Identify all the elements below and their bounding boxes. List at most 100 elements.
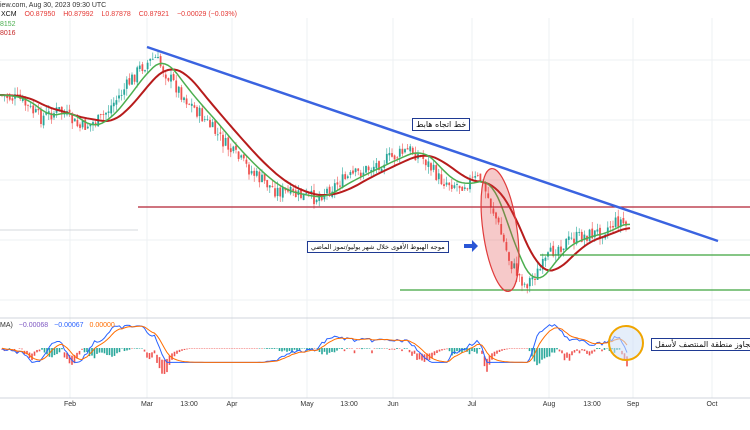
oscillator-bar <box>56 348 58 355</box>
candle-body <box>253 170 256 176</box>
oscillator-bar <box>503 348 506 350</box>
oscillator-bar <box>373 348 376 349</box>
wave-arrow-icon <box>464 240 478 252</box>
candle-body <box>380 168 383 172</box>
candle-body <box>562 248 565 251</box>
oscillator-bar <box>73 354 76 364</box>
candle-body <box>120 94 123 96</box>
oscillator-bar <box>526 348 528 349</box>
candle-body <box>612 226 614 228</box>
candle-body <box>86 126 89 129</box>
oscillator-bar <box>103 348 106 354</box>
oscillator-bar <box>498 349 501 352</box>
candle-body <box>549 247 552 252</box>
oscillator-bar <box>593 349 596 352</box>
candle-body <box>474 176 477 178</box>
oscillator-bar <box>221 348 223 349</box>
oscillator-bar <box>266 348 268 349</box>
candle-body <box>185 98 188 105</box>
oscillator-bar <box>223 348 226 349</box>
x-label-aug: Aug <box>542 401 556 408</box>
oscillator-bar <box>203 348 206 349</box>
oscillator-bar <box>383 348 386 349</box>
oscillator-bar <box>111 348 113 357</box>
oscillator-bar <box>586 350 588 354</box>
oscillator-bar <box>128 348 131 350</box>
oscillator-bar <box>156 354 158 363</box>
oscillator-bar <box>501 349 503 351</box>
candle-body <box>219 132 222 134</box>
candle-body <box>110 105 113 114</box>
oscillator-bar <box>78 350 81 355</box>
candle-body <box>489 198 492 208</box>
candle-body <box>583 234 586 240</box>
candle-body <box>47 111 50 114</box>
candle-body <box>328 186 331 195</box>
oscillator-bar <box>451 348 453 356</box>
oscillator-bar <box>151 352 153 358</box>
oscillator-bar <box>568 353 571 361</box>
candle-body <box>367 166 370 171</box>
candle-body <box>411 147 414 155</box>
indicator-value-2: −0.00067 <box>54 322 84 329</box>
candle-body <box>190 103 193 106</box>
oscillator-bar <box>546 348 548 358</box>
candle-body <box>136 67 139 83</box>
candle-body <box>424 159 427 166</box>
oscillator-bar <box>18 348 21 349</box>
x-label-may: May <box>300 401 314 408</box>
oscillator-bar <box>83 348 86 353</box>
candle-body <box>565 238 568 250</box>
candle-body <box>617 216 620 227</box>
candle-body <box>172 74 175 81</box>
oscillator-bar <box>33 351 36 356</box>
oscillator-bar <box>521 348 523 349</box>
candle-body <box>435 165 438 181</box>
oscillator-bar <box>248 348 251 349</box>
oscillator-bar <box>553 348 556 353</box>
candle-body <box>227 137 230 150</box>
oscillator-bar <box>218 348 221 349</box>
oscillator-bar <box>81 348 83 350</box>
candle-body <box>375 163 378 169</box>
oscillator-bar <box>361 348 363 350</box>
x-label-jun: Jun <box>387 401 399 408</box>
oscillator-bar <box>313 348 316 350</box>
candle-body <box>580 231 583 242</box>
oscillator-bar <box>508 348 511 349</box>
oscillator-bar <box>516 348 518 349</box>
downtrend-line[interactable] <box>146 45 719 243</box>
candle-body <box>94 122 97 125</box>
oscillator-bar <box>108 348 111 356</box>
fast-moving-average-line <box>0 62 631 279</box>
candle-body <box>92 122 94 125</box>
oscillator-bar <box>226 348 228 349</box>
x-label-mar: Mar <box>140 401 154 408</box>
candle-body <box>359 172 362 177</box>
candle-body <box>346 176 349 179</box>
oscillator-bar <box>606 348 608 349</box>
oscillator-bar <box>281 348 283 352</box>
candle-body <box>528 278 531 287</box>
candle-body <box>456 184 458 185</box>
candle-body <box>16 93 19 95</box>
indicator-value-3: 0.00000 <box>89 322 115 329</box>
candle-body <box>479 173 482 181</box>
candle-body <box>445 182 448 185</box>
candle-body <box>458 185 461 189</box>
candle-body <box>541 258 544 270</box>
oscillator-bar <box>436 350 438 354</box>
candle-body <box>476 175 479 176</box>
candle-body <box>495 212 497 219</box>
ma-slow-value: 8016 <box>0 30 16 37</box>
ohlc-line: XCM O0.87950 H0.87992 L0.87878 C0.87921 … <box>1 11 237 19</box>
oscillator-bar <box>141 348 143 349</box>
oscillator-bar <box>286 348 288 352</box>
candle-body <box>619 219 622 227</box>
oscillator-bar <box>228 348 231 349</box>
oscillator-bar <box>76 352 78 359</box>
candle-body <box>50 112 53 120</box>
oscillator-bar <box>543 348 546 359</box>
oscillator-bar <box>216 348 218 349</box>
